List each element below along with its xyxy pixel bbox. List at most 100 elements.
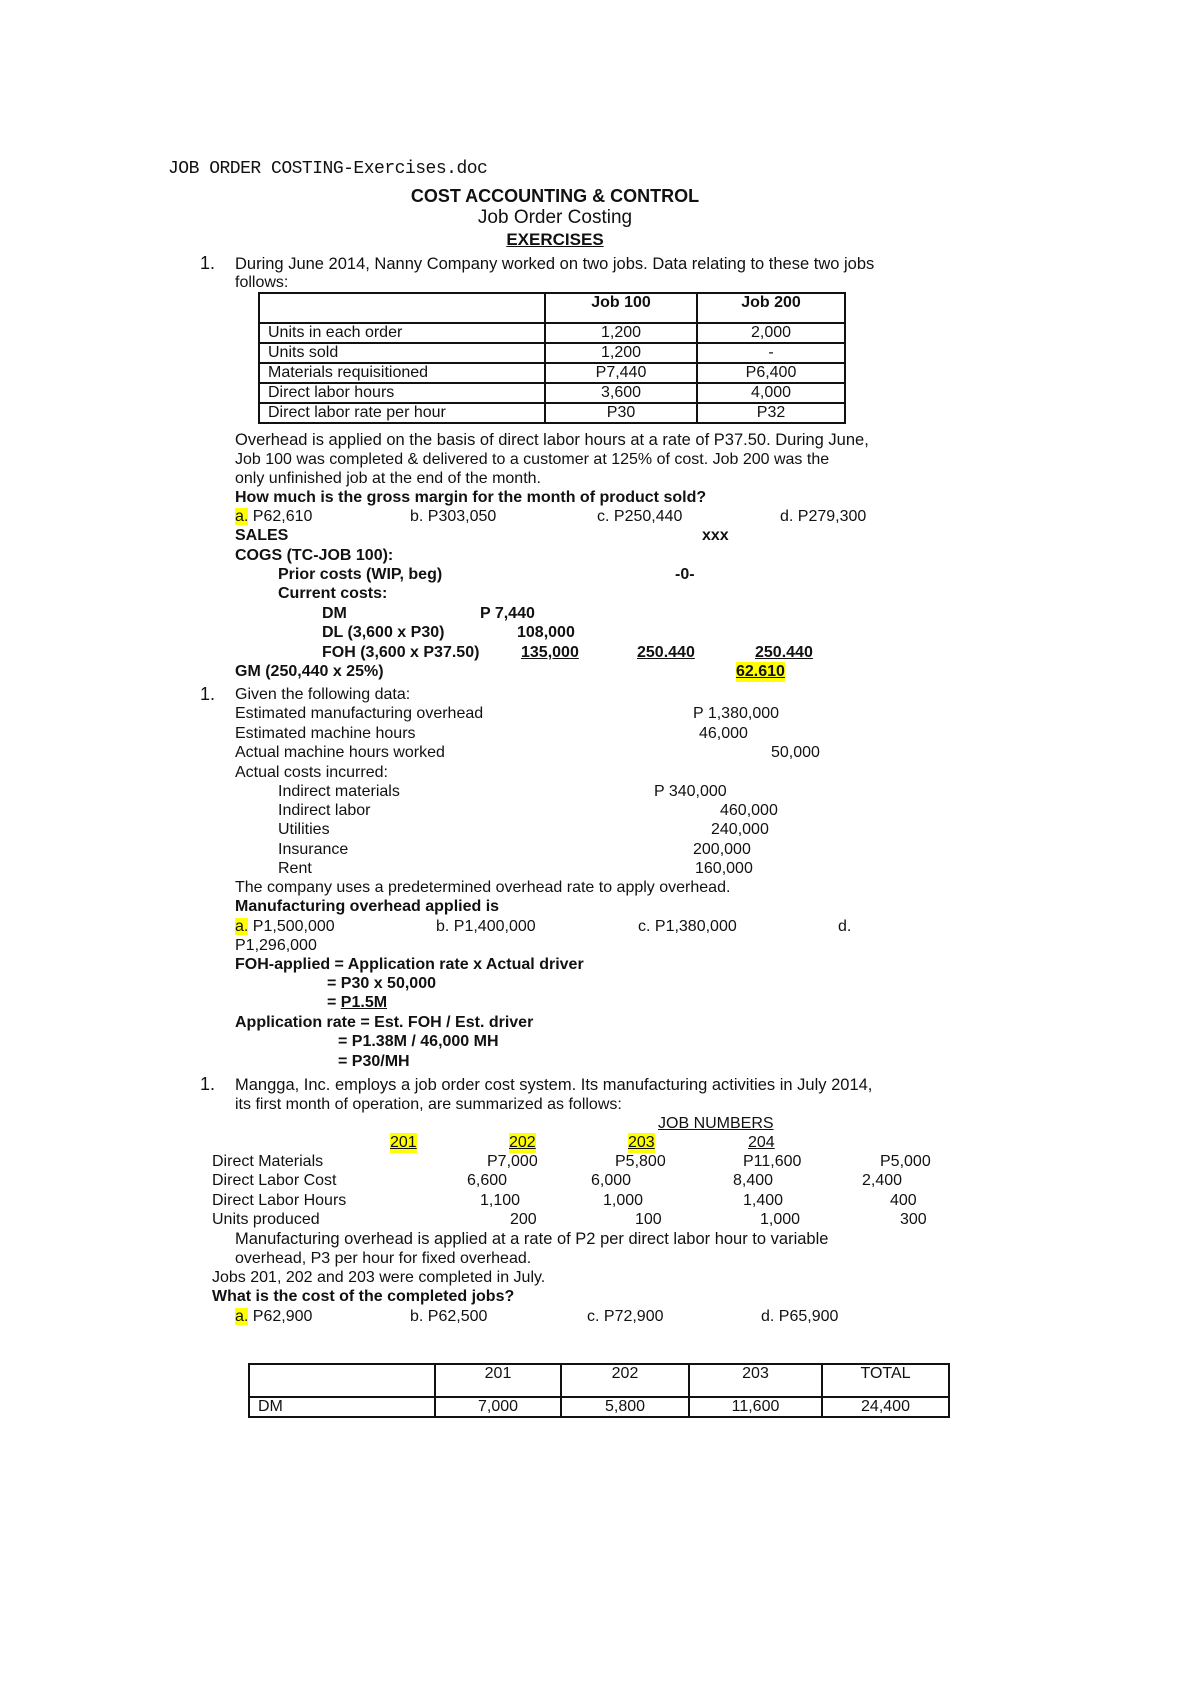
- q1-job-table: Job 100 Job 200 Units in each order 1,200…: [258, 292, 846, 424]
- table-header: 202: [560, 1363, 690, 1398]
- cell: 6,600: [467, 1172, 508, 1189]
- cell: 1,100: [480, 1192, 521, 1209]
- row-label: DM: [248, 1396, 436, 1418]
- option-c: c. P250,440: [597, 508, 683, 525]
- table-header-blank: [258, 292, 546, 324]
- row-label: Units produced: [212, 1211, 320, 1228]
- course-title: COST ACCOUNTING & CONTROL: [410, 186, 700, 206]
- option-b: b. P303,050: [410, 508, 497, 525]
- topic-title: Job Order Costing: [477, 207, 633, 228]
- cell: 24,400: [821, 1396, 950, 1418]
- cost-value: 160,000: [695, 860, 753, 877]
- table-row: Units sold 1,200-: [258, 342, 846, 364]
- q3-text-3: Jobs 201, 202 and 203 were completed in …: [212, 1269, 546, 1286]
- solution-line: FOH-applied = Application rate x Actual …: [235, 956, 584, 973]
- cell: 200: [510, 1211, 537, 1228]
- q1-intro-2: follows:: [235, 274, 289, 291]
- cell: 4,000: [696, 382, 846, 404]
- q3-dm-table: 201 202 203 TOTAL DM 7,000 5,800 11,600 …: [248, 1363, 950, 1418]
- job-number: 201: [390, 1133, 417, 1153]
- q1-text-1: Overhead is applied on the basis of dire…: [235, 431, 869, 449]
- cell: 6,000: [591, 1172, 632, 1189]
- row-label: Direct labor rate per hour: [258, 402, 546, 424]
- row-label: Units sold: [258, 342, 546, 364]
- q2-intro: Given the following data:: [235, 686, 411, 703]
- q2-number: 1.: [200, 684, 216, 704]
- item-label: Actual machine hours worked: [235, 744, 445, 761]
- solution-line: = P1.38M / 46,000 MH: [338, 1033, 499, 1050]
- actual-costs-label: Actual costs incurred:: [235, 764, 388, 781]
- table-row: Direct labor rate per hour P30 P32: [258, 402, 846, 424]
- q3-intro-1: Mangga, Inc. employs a job order cost sy…: [235, 1076, 873, 1094]
- row-label: Direct Materials: [212, 1153, 324, 1170]
- cell: 11,600: [688, 1396, 823, 1418]
- prior-costs-label: Prior costs (WIP, beg): [278, 566, 443, 583]
- prior-costs-value: -0-: [675, 566, 695, 583]
- job-number: 204: [748, 1134, 775, 1151]
- cost-value: 460,000: [720, 802, 778, 819]
- gm-label: GM (250,440 x 25%): [235, 663, 384, 680]
- q3-intro-2: its first month of operation, are summar…: [235, 1096, 622, 1113]
- cost-label: Rent: [278, 860, 312, 877]
- q1-intro-1: During June 2014, Nanny Company worked o…: [235, 255, 875, 273]
- cogs-label: COGS (TC-JOB 100):: [235, 547, 394, 564]
- q2-question: Manufacturing overhead applied is: [235, 898, 500, 915]
- table-header-job100: Job 100: [544, 292, 698, 324]
- job-numbers-label: JOB NUMBERS: [658, 1115, 774, 1132]
- answer-highlight: a.: [235, 918, 249, 935]
- dm-value: P 7,440: [480, 605, 535, 622]
- cell: P6,400: [696, 362, 846, 384]
- sales-value: xxx: [702, 527, 729, 544]
- cost-value: 200,000: [693, 841, 751, 858]
- cell: P11,600: [743, 1153, 802, 1170]
- solution-equals: =: [327, 994, 341, 1011]
- cell: P30: [544, 402, 698, 424]
- foh-label: FOH (3,600 x P37.50): [322, 644, 480, 661]
- cell: 1,000: [760, 1211, 801, 1228]
- table-header: 201: [434, 1363, 562, 1398]
- q1-question: How much is the gross margin for the mon…: [235, 489, 707, 506]
- subtotal-1: 250.440: [637, 644, 695, 661]
- cell: 2,400: [862, 1172, 903, 1189]
- cell: 5,800: [560, 1396, 690, 1418]
- cell: 400: [890, 1192, 917, 1209]
- table-row: Units in each order 1,200 2,000: [258, 322, 846, 344]
- item-value: P 1,380,000: [693, 705, 780, 722]
- foh-value: 135,000: [521, 644, 579, 661]
- cell: P7,440: [544, 362, 698, 384]
- table-row: DM 7,000 5,800 11,600 24,400: [248, 1396, 950, 1418]
- row-label: Direct labor hours: [258, 382, 546, 404]
- q3-text-1: Manufacturing overhead is applied at a r…: [235, 1230, 829, 1248]
- sales-label: SALES: [235, 527, 289, 544]
- current-costs-label: Current costs:: [278, 585, 388, 602]
- option-a: P62,610: [252, 508, 313, 525]
- solution-line: = P30 x 50,000: [327, 975, 436, 992]
- solution-line: Application rate = Est. FOH / Est. drive…: [235, 1014, 534, 1031]
- cost-value: 240,000: [711, 821, 769, 838]
- cell: 3,600: [544, 382, 698, 404]
- option-b: b. P1,400,000: [436, 918, 536, 935]
- cell: 300: [900, 1211, 927, 1228]
- option-b: b. P62,500: [410, 1308, 488, 1325]
- cost-label: Indirect labor: [278, 802, 371, 819]
- section-title: EXERCISES: [506, 230, 604, 249]
- cell: 7,000: [434, 1396, 562, 1418]
- job-number: 203: [628, 1133, 655, 1153]
- item-value: 50,000: [771, 744, 820, 761]
- option-d: d. P65,900: [761, 1308, 839, 1325]
- dl-value: 108,000: [517, 624, 575, 641]
- option-a: P1,500,000: [252, 918, 335, 935]
- option-c: c. P1,380,000: [638, 918, 737, 935]
- cell: P32: [696, 402, 846, 424]
- option-c: c. P72,900: [587, 1308, 664, 1325]
- item-label: Estimated machine hours: [235, 725, 416, 742]
- q1-number: 1.: [200, 253, 216, 273]
- cell: 2,000: [696, 322, 846, 344]
- option-d-letter: d.: [838, 918, 852, 935]
- solution-line: = P30/MH: [338, 1053, 410, 1070]
- cell: 100: [635, 1211, 662, 1228]
- answer-highlight: a.: [235, 508, 249, 525]
- cell: 1,200: [544, 322, 698, 344]
- cell: P5,800: [615, 1153, 666, 1170]
- row-label: Direct Labor Cost: [212, 1172, 337, 1189]
